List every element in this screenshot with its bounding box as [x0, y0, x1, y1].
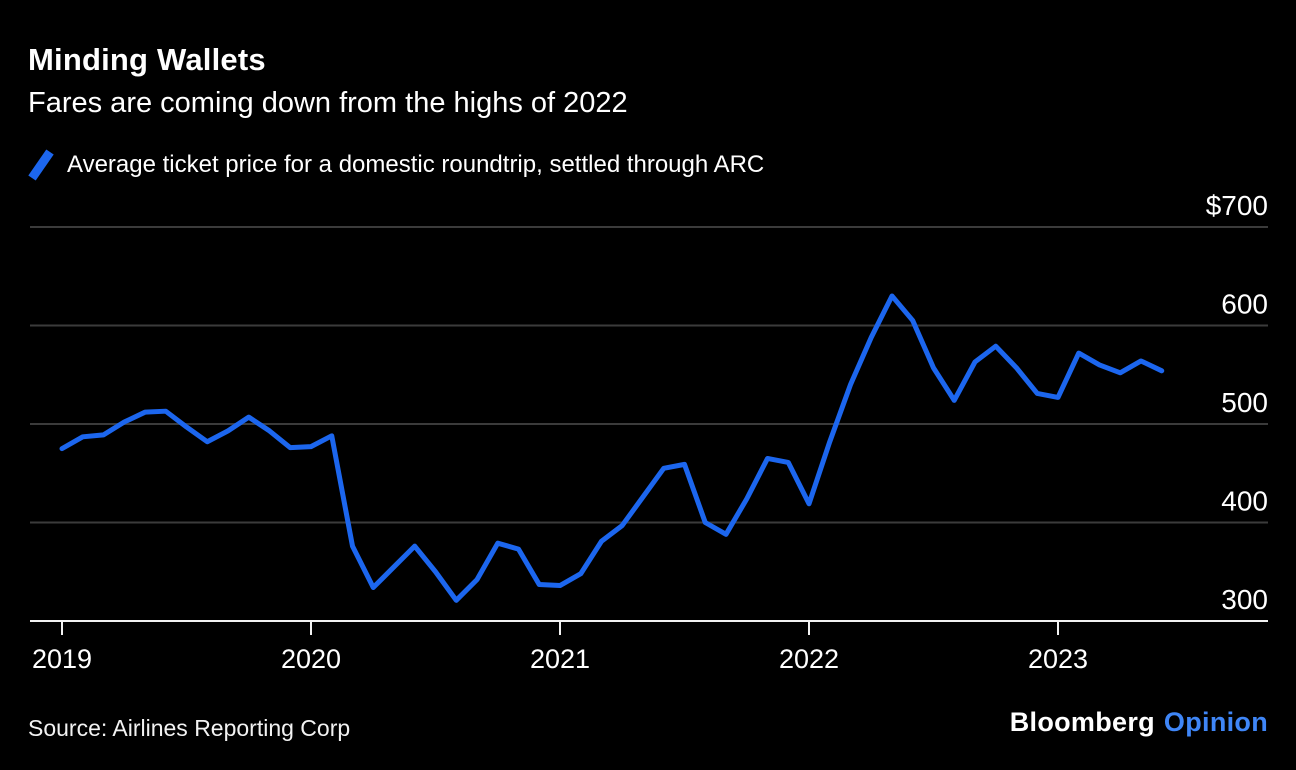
y-axis-label: 400 [1221, 486, 1268, 517]
logo-opinion: Opinion [1163, 707, 1268, 737]
y-axis-label: 600 [1221, 289, 1268, 320]
legend-label: Average ticket price for a domestic roun… [67, 151, 765, 178]
source-note: Source: Airlines Reporting Corp [28, 715, 351, 741]
legend: Average ticket price for a domestic roun… [28, 147, 764, 183]
x-axis-label: 2021 [530, 644, 590, 674]
ticket-price-line-series [59, 293, 1165, 603]
x-axis-label: 2020 [281, 644, 341, 674]
x-axis-label: 2019 [32, 644, 92, 674]
chart-title: Minding Wallets [28, 42, 266, 77]
y-axis-label: 300 [1221, 584, 1268, 615]
line-series-slash-icon [28, 149, 54, 181]
bloomberg-opinion-logo: Bloomberg Opinion [1010, 707, 1268, 738]
y-axis-label: 500 [1221, 387, 1268, 418]
chart-subtitle: Fares are coming down from the highs of … [28, 87, 628, 119]
logo-bloomberg: Bloomberg [1009, 707, 1155, 737]
x-axis-label: 2022 [779, 644, 839, 674]
y-axis-label: $700 [1206, 190, 1268, 221]
x-axis-label: 2023 [1028, 644, 1088, 674]
